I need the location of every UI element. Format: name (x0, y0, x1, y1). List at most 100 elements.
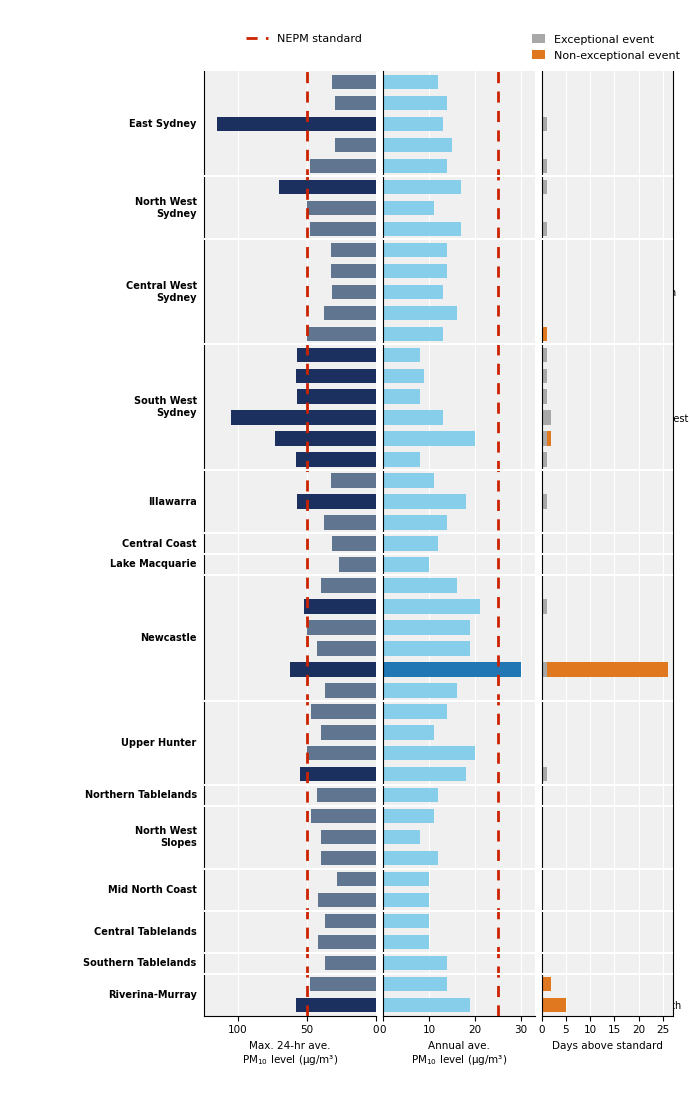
Bar (310, 977, 376, 991)
Bar (383, 956, 447, 971)
Bar (325, 915, 376, 928)
Legend: Exceptional event, Non-exceptional event: Exceptional event, Non-exceptional event (527, 30, 684, 65)
Bar (310, 222, 376, 236)
Bar (321, 830, 376, 844)
Bar (383, 704, 447, 718)
Bar (383, 726, 433, 739)
Bar (307, 326, 376, 340)
Text: Central Coast: Central Coast (122, 538, 197, 549)
Bar (542, 222, 546, 236)
Bar (383, 977, 447, 991)
Text: East Sydney: East Sydney (129, 119, 197, 128)
Bar (331, 243, 376, 257)
Bar (383, 641, 471, 656)
Bar (383, 494, 466, 508)
Text: South West
Sydney: South West Sydney (134, 396, 197, 418)
Bar (296, 998, 376, 1012)
Bar (383, 473, 433, 488)
Bar (383, 222, 461, 236)
Bar (297, 348, 376, 361)
Bar (383, 137, 452, 152)
Bar (317, 641, 376, 656)
Bar (275, 432, 376, 446)
Bar (383, 579, 457, 593)
Bar (296, 369, 376, 383)
Text: Southern Tablelands: Southern Tablelands (83, 959, 197, 968)
Bar (383, 326, 443, 340)
Bar (383, 75, 438, 89)
Bar (383, 998, 471, 1012)
Bar (335, 96, 376, 110)
Bar (383, 515, 447, 529)
Bar (383, 600, 480, 614)
Bar (383, 830, 420, 844)
Bar (542, 411, 551, 425)
Bar (297, 390, 376, 404)
Bar (542, 180, 546, 194)
Bar (542, 494, 546, 508)
Bar (318, 893, 376, 907)
Text: Central Tablelands: Central Tablelands (94, 927, 197, 937)
Bar (542, 998, 566, 1012)
Bar (542, 116, 546, 131)
Bar (542, 369, 546, 383)
Text: Mid North Coast: Mid North Coast (108, 885, 197, 895)
Bar (383, 537, 438, 550)
Bar (383, 683, 457, 697)
Legend: NEPM standard: NEPM standard (241, 30, 366, 48)
Bar (332, 75, 376, 89)
Bar (317, 788, 376, 803)
Bar (310, 159, 376, 172)
Bar (335, 137, 376, 152)
Bar (331, 264, 376, 278)
Text: Central West
Sydney: Central West Sydney (126, 281, 197, 303)
Bar (542, 662, 546, 676)
X-axis label: Annual ave.
PM$_{10}$ level (μg/m³): Annual ave. PM$_{10}$ level (μg/m³) (411, 1041, 507, 1067)
Bar (383, 201, 433, 215)
Bar (383, 305, 457, 320)
Bar (542, 348, 546, 361)
Bar (542, 432, 546, 446)
Bar (290, 662, 376, 676)
Bar (307, 747, 376, 761)
Bar (546, 432, 551, 446)
Bar (383, 159, 447, 172)
Bar (296, 452, 376, 467)
Bar (542, 390, 546, 404)
Bar (307, 201, 376, 215)
Bar (300, 768, 376, 782)
Bar (546, 662, 668, 676)
Bar (383, 284, 443, 299)
Bar (383, 747, 475, 761)
Text: North West
Sydney: North West Sydney (135, 197, 197, 219)
Text: Northern Tablelands: Northern Tablelands (84, 791, 197, 800)
Bar (324, 305, 376, 320)
Bar (311, 704, 376, 718)
Bar (383, 893, 429, 907)
Bar (542, 600, 546, 614)
Bar (325, 683, 376, 697)
Bar (231, 411, 376, 425)
Bar (383, 369, 424, 383)
Bar (383, 348, 420, 361)
Bar (383, 935, 429, 950)
Bar (325, 956, 376, 971)
Bar (311, 809, 376, 824)
Bar (383, 116, 443, 131)
Text: North West
Slopes: North West Slopes (135, 827, 197, 848)
Text: Lake Macquarie: Lake Macquarie (110, 560, 197, 570)
Bar (321, 579, 376, 593)
Bar (332, 537, 376, 550)
Bar (321, 726, 376, 739)
Bar (297, 494, 376, 508)
Bar (383, 264, 447, 278)
Bar (383, 558, 429, 572)
Bar (383, 915, 429, 928)
X-axis label: Days above standard: Days above standard (552, 1041, 662, 1051)
Bar (383, 788, 438, 803)
Bar (383, 620, 471, 635)
Bar (383, 180, 461, 194)
Bar (383, 809, 433, 824)
Bar (383, 851, 438, 865)
Bar (332, 284, 376, 299)
